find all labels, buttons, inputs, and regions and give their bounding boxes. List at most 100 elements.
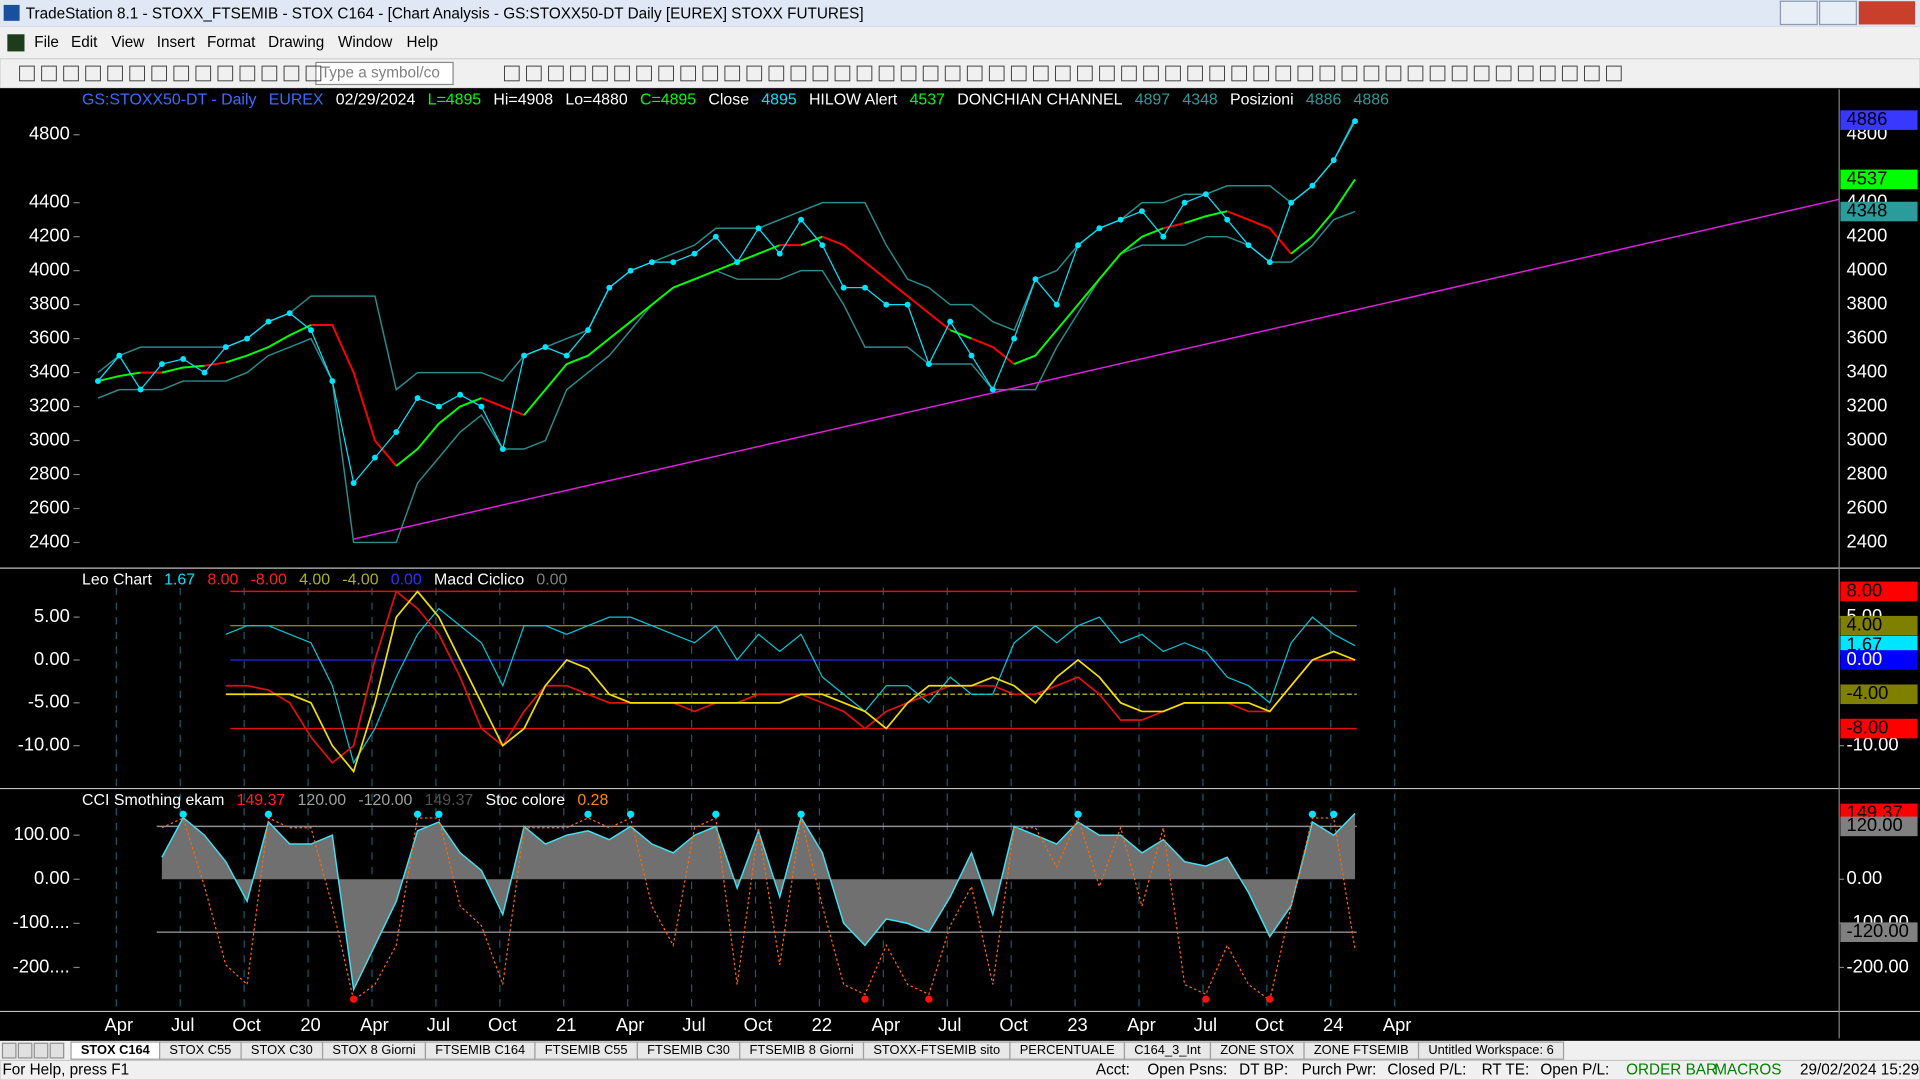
toolbar-button[interactable] <box>1275 65 1292 82</box>
toolbar-button[interactable] <box>1584 65 1600 82</box>
x-tick-label: 24 <box>1323 1014 1343 1035</box>
menu-item[interactable]: Insert <box>157 34 196 51</box>
menu-item[interactable]: Drawing <box>268 34 324 51</box>
menu-item[interactable]: Window <box>338 34 393 51</box>
toolbar-button[interactable] <box>680 65 696 82</box>
y-tick-label-right: -200.00 <box>1847 955 1909 976</box>
y-tick-label: 0.00 <box>34 648 70 669</box>
toolbar-button[interactable] <box>283 65 300 82</box>
toolbar-button[interactable] <box>966 65 983 82</box>
toolbar-button[interactable] <box>1231 65 1248 82</box>
tab-scroll-button[interactable] <box>1 1042 17 1059</box>
toolbar-button[interactable] <box>1561 65 1578 82</box>
toolbar-button[interactable] <box>988 65 1005 82</box>
header-item: Close <box>708 92 749 109</box>
menu-item[interactable]: Edit <box>71 34 98 51</box>
tab-scroll-button[interactable] <box>49 1042 65 1059</box>
toolbar-button[interactable] <box>768 65 785 82</box>
toolbar-button[interactable] <box>1209 65 1225 82</box>
toolbar-button[interactable] <box>1363 65 1380 82</box>
stoc-high-dot <box>797 810 805 818</box>
toolbar-button[interactable] <box>19 65 35 82</box>
y-tick-label: -100.... <box>13 911 70 932</box>
minimize-button[interactable] <box>1779 0 1818 26</box>
toolbar-button[interactable] <box>217 65 234 82</box>
toolbar-button[interactable] <box>614 65 630 82</box>
menu-item[interactable]: Help <box>407 34 438 51</box>
toolbar-button[interactable] <box>239 65 256 82</box>
toolbar-button[interactable] <box>724 65 741 82</box>
close-point <box>819 242 826 249</box>
toolbar-button[interactable] <box>1385 65 1402 82</box>
status-item: ORDER BAR <box>1626 1061 1717 1078</box>
toolbar-button[interactable] <box>107 65 123 82</box>
toolbar-button[interactable] <box>922 65 939 82</box>
toolbar-button[interactable] <box>1077 65 1093 82</box>
toolbar-button[interactable] <box>592 65 608 82</box>
toolbar-button[interactable] <box>812 65 829 82</box>
toolbar-button[interactable] <box>1010 65 1027 82</box>
toolbar-button[interactable] <box>1099 65 1115 82</box>
toolbar-button[interactable] <box>1297 65 1314 82</box>
toolbar-button[interactable] <box>834 65 851 82</box>
tab-scroll-button[interactable] <box>33 1042 49 1059</box>
toolbar-button[interactable] <box>900 65 917 82</box>
toolbar-button[interactable] <box>570 65 586 82</box>
toolbar-button[interactable] <box>702 65 719 82</box>
toolbar-button[interactable] <box>41 65 57 82</box>
toolbar-button[interactable] <box>85 65 101 82</box>
menu-item[interactable]: File <box>34 34 59 51</box>
toolbar-button[interactable] <box>1606 65 1622 82</box>
symbol-input[interactable] <box>315 61 454 86</box>
y-tick-label: 100.00 <box>14 823 70 844</box>
toolbar-button[interactable] <box>504 65 520 82</box>
toolbar-button[interactable] <box>1055 65 1071 82</box>
toolbar-button[interactable] <box>1517 65 1534 82</box>
tab-label: STOX C164 <box>81 1042 151 1057</box>
toolbar-button[interactable] <box>526 65 542 82</box>
toolbar-button[interactable] <box>636 65 652 82</box>
toolbar-button[interactable] <box>1495 65 1512 82</box>
close-button[interactable] <box>1858 1 1916 25</box>
toolbar-button[interactable] <box>151 65 168 82</box>
header-item: -4.00 <box>342 572 378 589</box>
toolbar-button[interactable] <box>1407 65 1424 82</box>
toolbar-button[interactable] <box>1121 65 1137 82</box>
y-tick-label-right: 0.00 <box>1847 867 1883 888</box>
toolbar-button[interactable] <box>173 65 190 82</box>
y-tick-label: 3600 <box>29 326 70 347</box>
toolbar-button[interactable] <box>1032 65 1049 82</box>
menu-item[interactable]: View <box>111 34 145 51</box>
toolbar-button[interactable] <box>1341 65 1358 82</box>
toolbar-button[interactable] <box>746 65 763 82</box>
toolbar-button[interactable] <box>944 65 961 82</box>
tab-scroll-button[interactable] <box>17 1042 33 1059</box>
toolbar-button[interactable] <box>1429 65 1446 82</box>
toolbar-button[interactable] <box>195 65 212 82</box>
toolbar-button[interactable] <box>63 65 79 82</box>
toolbar-button[interactable] <box>261 65 278 82</box>
toolbar-button[interactable] <box>1539 65 1556 82</box>
toolbar-button[interactable] <box>878 65 895 82</box>
tab-label: FTSEMIB C164 <box>435 1042 525 1057</box>
toolbar-button[interactable] <box>1473 65 1490 82</box>
header-item: C=4895 <box>640 92 696 109</box>
toolbar-button[interactable] <box>1253 65 1270 82</box>
toolbar-button[interactable] <box>856 65 873 82</box>
toolbar-button[interactable] <box>129 65 145 82</box>
toolbar-button[interactable] <box>1451 65 1468 82</box>
toolbar-button[interactable] <box>1187 65 1203 82</box>
maximize-button[interactable] <box>1818 0 1857 26</box>
toolbar-button[interactable] <box>658 65 674 82</box>
toolbar-button[interactable] <box>1319 65 1336 82</box>
toolbar-button[interactable] <box>1143 65 1159 82</box>
workspace-tab[interactable] <box>1417 1041 1565 1060</box>
toolbar-button[interactable] <box>1165 65 1181 82</box>
header-item: -120.00 <box>358 792 412 809</box>
menu-item[interactable]: Format <box>207 34 256 51</box>
header-item: -8.00 <box>251 572 287 589</box>
toolbar-button[interactable] <box>305 65 322 82</box>
toolbar-button[interactable] <box>548 65 564 82</box>
toolbar-button[interactable] <box>790 65 807 82</box>
x-tick-label: Apr <box>872 1014 901 1035</box>
